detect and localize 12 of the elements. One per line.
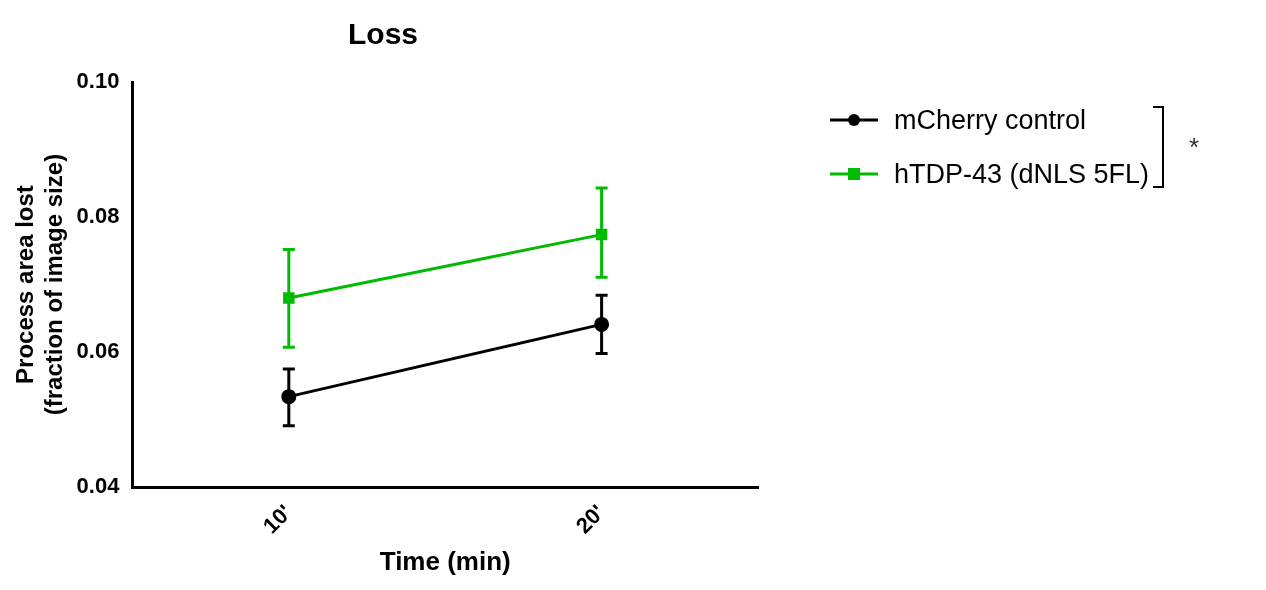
x-tick-label: 20': [570, 499, 610, 539]
y-tick-label: 0.06: [76, 338, 120, 364]
x-tick-label: 10': [257, 499, 297, 539]
y-tick-label: 0.10: [76, 68, 120, 94]
legend-label: mCherry control: [894, 104, 1087, 136]
y-axis-title: Process area lost (fraction of image size): [11, 153, 67, 416]
y-tick-label: 0.04: [76, 473, 121, 499]
chart-title: Loss: [347, 17, 419, 51]
legend-label: hTDP-43 (dNLS 5FL): [894, 158, 1150, 190]
y-tick-label: 0.08: [76, 203, 120, 229]
x-axis-title: Time (min): [379, 545, 511, 576]
text: *: [1189, 131, 1200, 162]
